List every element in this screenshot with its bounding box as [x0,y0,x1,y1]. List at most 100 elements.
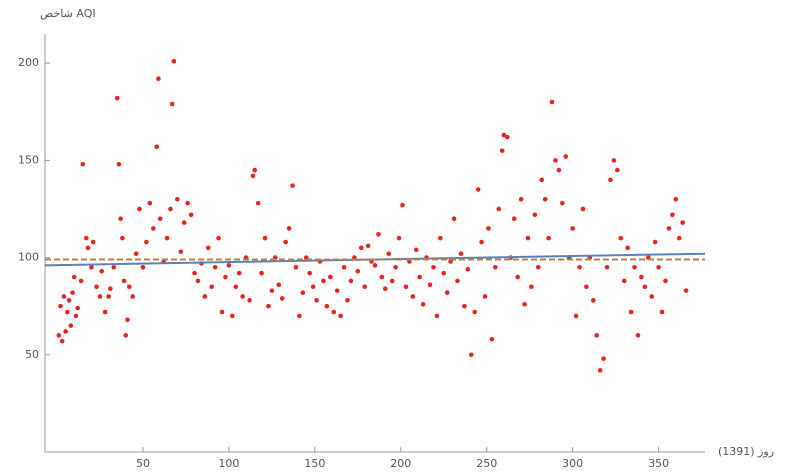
point [99,268,105,274]
point [621,278,627,284]
point [489,336,495,342]
x-tick-label: 100 [218,457,239,470]
point [202,294,208,299]
point [150,226,156,231]
point [293,265,299,270]
point [570,226,575,231]
point [639,274,644,280]
point [444,290,450,295]
point [269,288,275,293]
point [97,294,103,299]
point [240,294,245,299]
point [455,278,460,284]
point [468,352,474,358]
point [663,278,668,284]
y-tick-label: 50 [25,348,39,361]
point [522,301,527,307]
point [362,284,367,290]
point [144,239,149,245]
point [515,274,520,280]
point [297,313,302,319]
point [666,226,672,231]
x-tick-label: 300 [562,457,583,470]
point [300,290,306,295]
point [75,305,80,311]
point [168,206,173,212]
point [137,206,142,212]
point [171,58,177,64]
point [642,284,648,290]
point [345,298,350,303]
point [307,270,312,276]
point [563,154,569,159]
point [601,356,606,361]
point [59,338,65,344]
point [195,278,201,284]
point [341,265,347,270]
point [279,296,285,301]
point [118,216,123,221]
point [611,158,617,163]
point [175,196,180,202]
trend-line [44,252,706,267]
point [573,313,579,319]
point [525,235,531,241]
point [255,200,261,206]
x-tick-label: 50 [136,457,150,470]
point [83,235,89,241]
point [608,177,613,183]
point [140,265,146,270]
point [126,284,132,290]
point [420,301,426,307]
point [462,303,467,309]
point [632,265,637,270]
point [63,329,68,334]
point [553,158,558,163]
point [58,303,63,309]
point [125,317,130,323]
y-tick-label: 100 [18,251,39,264]
x-tick-label: 200 [390,457,411,470]
x-tick-label: 150 [304,457,325,470]
point [108,286,113,291]
point [348,278,354,284]
point [499,148,505,153]
point [147,200,153,206]
point [518,196,524,202]
point [542,196,548,202]
point [290,183,295,188]
point [262,235,268,241]
point [188,212,194,218]
point [65,309,70,315]
point [230,313,235,319]
point [594,333,600,338]
point [56,333,62,338]
point [396,235,402,241]
point [123,333,129,338]
point [372,263,378,268]
point [529,284,534,290]
x-axis-label: روز (1391) [718,445,774,458]
point [283,239,288,245]
point [539,177,545,183]
point [85,245,91,251]
point [169,101,175,107]
point [535,265,541,270]
point [216,235,221,241]
point [635,333,641,338]
point [683,288,689,293]
point [116,161,122,167]
point [680,220,685,225]
point [434,313,440,319]
point [652,239,658,245]
x-tick-label: 350 [648,457,669,470]
point [205,245,211,251]
point [403,284,409,290]
point [71,274,77,280]
point [386,251,392,256]
point [549,99,555,105]
point [493,265,498,270]
point [331,309,337,315]
point [472,309,477,315]
